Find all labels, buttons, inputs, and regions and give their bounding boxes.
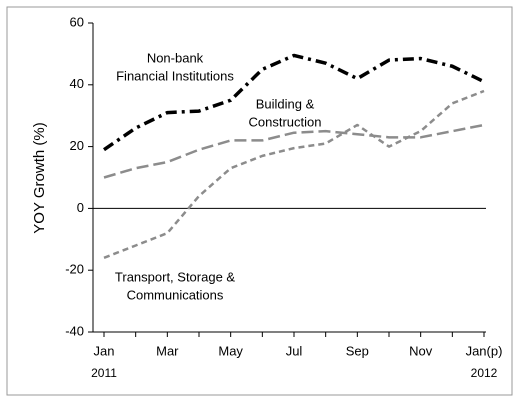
x-year-label: 2011 <box>91 366 117 380</box>
y-axis-label: YOY Growth (%) <box>31 122 48 233</box>
series-label: Transport, Storage & <box>115 269 236 284</box>
y-tick-label: -20 <box>65 262 84 277</box>
x-tick-label: Nov <box>409 343 433 358</box>
x-tick-label: May <box>218 343 243 358</box>
series-label: Financial Institutions <box>116 68 234 83</box>
y-tick-label: -40 <box>65 323 84 338</box>
x-tick-label: Sep <box>346 343 369 358</box>
frame <box>6 6 513 396</box>
series-line <box>103 53 485 152</box>
x-tick-label: Mar <box>156 343 179 358</box>
series-label: Non-bank <box>147 50 204 65</box>
x-tick-label: Jan <box>94 343 115 358</box>
y-tick-label: 0 <box>77 200 84 215</box>
x-tick-label: Jan(p) <box>466 343 503 358</box>
y-tick-label: 40 <box>70 76 84 91</box>
series-label: Building & <box>256 96 315 111</box>
x-tick-label: Jul <box>286 343 303 358</box>
series-line <box>103 123 485 179</box>
series-line <box>103 89 485 260</box>
series-label: Communications <box>127 287 224 302</box>
series-label: Construction <box>249 114 322 129</box>
y-tick-label: 60 <box>70 14 84 29</box>
y-tick-label: 20 <box>70 138 84 153</box>
x-year-label: 2012 <box>471 366 498 380</box>
